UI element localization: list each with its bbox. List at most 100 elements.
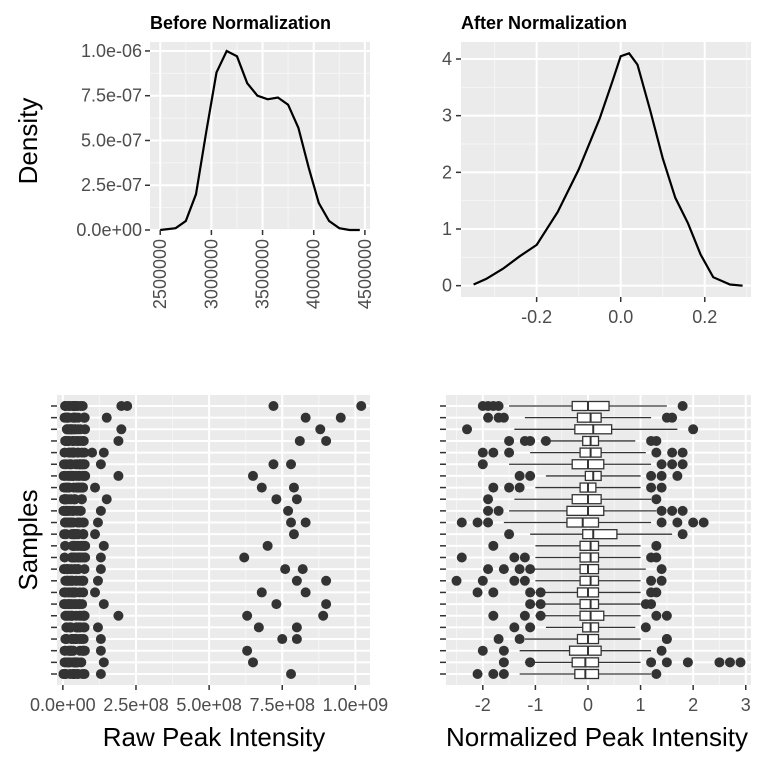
data-point [65, 518, 75, 528]
data-point [63, 413, 73, 423]
data-point [254, 622, 264, 632]
outlier-point [667, 448, 677, 458]
outlier-point [504, 436, 514, 446]
outlier-point [457, 518, 467, 528]
data-point [67, 634, 77, 644]
data-point [336, 413, 346, 423]
outlier-point [525, 471, 535, 481]
y-tick-label: 0 [442, 276, 452, 296]
data-point [96, 564, 106, 574]
outlier-point [678, 448, 688, 458]
outlier-point [525, 622, 535, 632]
data-point [292, 576, 302, 586]
outlier-point [714, 657, 724, 667]
outlier-point [525, 587, 535, 597]
outlier-point [678, 529, 688, 539]
data-point [99, 599, 109, 609]
y-tick-label: 5.0e-07 [81, 130, 142, 150]
box [572, 402, 609, 411]
outlier-point [641, 622, 651, 632]
outlier-point [478, 459, 488, 469]
before-normalization-panel: Before Normalization 0.0e+00 2.5e-07 5.0e-… [13, 13, 375, 309]
box [580, 576, 598, 585]
data-point [71, 576, 81, 586]
data-point [96, 646, 106, 656]
outlier-point [488, 483, 498, 493]
y-tick-label: 3 [442, 106, 452, 126]
outlier-point [678, 401, 688, 411]
x-tick-label: 2 [688, 695, 698, 715]
data-point [286, 518, 296, 528]
data-point [248, 657, 258, 667]
raw-intensity-panel: 0.0e+00 2.5e+08 5.0e+08 7.5e+08 1.0e+09 Raw … [13, 395, 388, 752]
outlier-point [478, 576, 488, 586]
outlier-point [536, 599, 546, 609]
outlier-point [520, 552, 530, 562]
data-point [102, 494, 112, 504]
box [583, 530, 617, 539]
x-tick-label: 0 [583, 695, 593, 715]
outlier-point [452, 576, 462, 586]
outlier-point [499, 646, 509, 656]
outlier-point [499, 564, 509, 574]
outlier-point [494, 506, 504, 516]
data-point [239, 552, 249, 562]
data-point [73, 657, 83, 667]
data-point [63, 483, 73, 493]
outlier-point [651, 669, 661, 679]
outlier-point [536, 611, 546, 621]
outlier-point [657, 518, 667, 528]
data-point [68, 471, 78, 481]
box [580, 611, 604, 620]
outlier-point [651, 436, 661, 446]
outlier-point [667, 459, 677, 469]
x-tick-label: 3000000 [201, 239, 221, 309]
data-point [286, 669, 296, 679]
data-point [78, 518, 88, 528]
x-tick-label: -0.2 [521, 307, 552, 327]
data-point [87, 448, 97, 458]
data-point [113, 471, 123, 481]
outlier-point [646, 483, 656, 493]
data-point [60, 541, 70, 551]
outlier-point [504, 448, 514, 458]
outlier-point [657, 506, 667, 516]
outlier-point [509, 622, 519, 632]
box [580, 565, 598, 574]
x-axis-label: Raw Peak Intensity [103, 722, 326, 752]
data-point [66, 622, 76, 632]
outlier-point [678, 506, 688, 516]
outlier-point [483, 518, 493, 528]
outlier-point [504, 483, 514, 493]
outlier-point [515, 471, 525, 481]
data-point [292, 494, 302, 504]
outlier-point [688, 518, 698, 528]
data-point [99, 448, 109, 458]
data-point [242, 646, 252, 656]
data-point [298, 564, 308, 574]
outlier-point [699, 518, 709, 528]
y-tick-label: 7.5e-07 [81, 86, 142, 106]
y-tick-label: 2 [442, 162, 452, 182]
data-point [292, 634, 302, 644]
data-point [257, 587, 267, 597]
data-point [263, 541, 273, 551]
outlier-point [662, 634, 672, 644]
outlier-point [478, 646, 488, 656]
data-point [102, 413, 112, 423]
outlier-point [735, 657, 745, 667]
outlier-point [499, 669, 509, 679]
x-axis-label: Normalized Peak Intensity [446, 722, 748, 752]
y-tick-label: 0.0e+00 [76, 220, 142, 240]
data-point [248, 471, 258, 481]
outlier-point [678, 459, 688, 469]
before-title: Before Normalization [150, 13, 331, 33]
outlier-point [483, 494, 493, 504]
after-normalization-panel: After Normalization 01234 -0.2 0.0 0.2 [442, 13, 751, 327]
x-tick-label: 7.5e+08 [249, 695, 315, 715]
x-tick-label: 2.5e+08 [103, 695, 169, 715]
data-point [64, 448, 74, 458]
data-point [66, 646, 76, 656]
outlier-point [478, 448, 488, 458]
